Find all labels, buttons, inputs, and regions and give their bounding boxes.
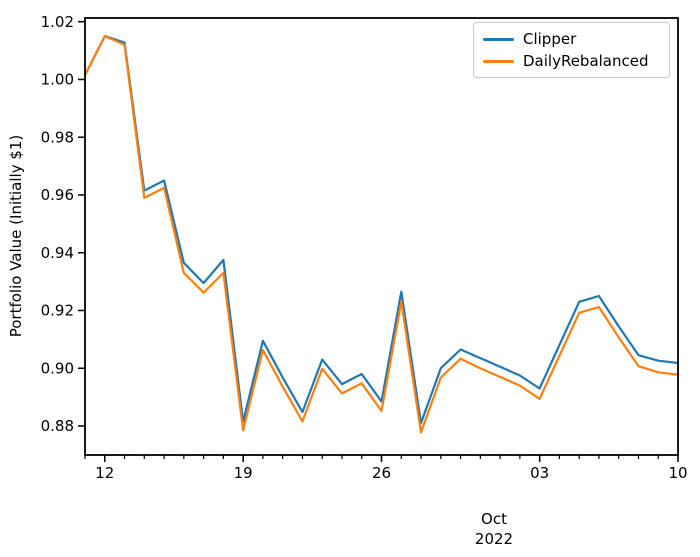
legend-swatch-clipper <box>483 37 514 41</box>
y-tick-label: 0.92 <box>41 302 74 320</box>
legend-label-dailyrebalanced: DailyRebalanced <box>523 51 649 70</box>
legend: Clipper DailyRebalanced <box>473 22 670 78</box>
y-tick-label: 0.94 <box>41 244 74 262</box>
legend-item-clipper: Clipper <box>483 31 660 48</box>
y-tick-label: 0.88 <box>41 417 74 435</box>
legend-swatch-dailyrebalanced <box>483 59 514 63</box>
x-tick-label: 19 <box>234 464 253 482</box>
clipper-line <box>83 34 680 425</box>
x-tick-label: 12 <box>95 464 114 482</box>
y-tick-label: 1.02 <box>41 13 74 31</box>
x-tick-label: 10 <box>668 464 687 482</box>
x-tick-label: 03 <box>530 464 549 482</box>
y-tick-label: 0.90 <box>41 359 74 377</box>
y-axis-title: Portfolio Value (Initially $1) <box>7 135 25 338</box>
legend-label-clipper: Clipper <box>523 29 577 48</box>
x-axis-year-label: 2022 <box>475 530 513 548</box>
y-tick-label: 0.96 <box>41 186 74 204</box>
x-tick-label: 26 <box>372 464 391 482</box>
y-tick-label: 1.00 <box>41 71 74 89</box>
axes-frame <box>84 17 679 456</box>
legend-item-dailyrebalanced: DailyRebalanced <box>483 53 660 70</box>
x-axis-month-label: Oct <box>481 510 507 528</box>
y-tick-label: 0.98 <box>41 128 74 146</box>
dailyrebalanced-line <box>83 34 680 434</box>
